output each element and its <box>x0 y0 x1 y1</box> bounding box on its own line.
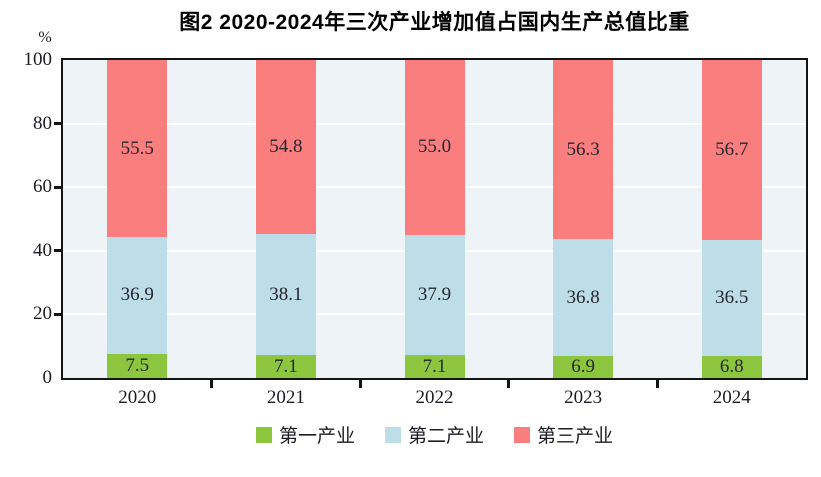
legend-swatch-secondary-industry <box>384 426 401 443</box>
x-tick-mark <box>210 380 214 388</box>
x-axis-label: 2021 <box>266 387 305 408</box>
bar-value-label: 38.1 <box>269 283 303 305</box>
bar-value-label: 7.1 <box>274 355 298 377</box>
x-axis-label: 2022 <box>415 387 454 408</box>
legend-swatch-tertiary-industry <box>514 426 530 443</box>
legend-swatch-primary-industry <box>255 426 272 443</box>
bar-group: 55.5 36.9 7.5 <box>107 60 168 378</box>
bar-value-label: 7.5 <box>125 355 150 377</box>
legend-label: 第三产业 <box>537 426 614 447</box>
bar-segment-primary-industry: 6.9 <box>553 356 614 378</box>
bar-value-label: 55.0 <box>417 136 452 158</box>
bar-segment-primary-industry: 7.1 <box>404 355 465 378</box>
y-axis-unit-label: % <box>38 29 52 46</box>
y-tick-mark <box>54 185 63 189</box>
bar-segment-tertiary-industry: 56.3 <box>553 60 614 240</box>
y-tick-mark <box>54 312 63 316</box>
y-tick-label: 40 <box>33 239 52 261</box>
bar-value-label: 36.9 <box>120 284 154 306</box>
x-tick-mark <box>655 380 659 388</box>
y-tick-label: 60 <box>33 176 52 198</box>
bar-group: 56.3 36.8 6.9 <box>553 60 614 378</box>
bar-segment-secondary-industry: 36.9 <box>107 236 168 355</box>
bar-segment-secondary-industry: 36.8 <box>553 239 614 357</box>
bar-segment-tertiary-industry: 55.5 <box>107 60 168 237</box>
bar-value-label: 6.8 <box>719 356 744 378</box>
y-tick-label: 100 <box>23 49 53 70</box>
chart-title: 图2 2020-2024年三次产业增加值占国内生产总值比重 <box>179 11 690 34</box>
legend-label: 第一产业 <box>278 426 355 447</box>
bar-value-label: 7.1 <box>422 355 447 377</box>
bar-segment-secondary-industry: 38.1 <box>255 234 316 356</box>
bar-value-label: 36.8 <box>566 286 600 308</box>
bar-segment-secondary-industry: 37.9 <box>404 234 465 356</box>
bar-group: 56.7 36.5 6.8 <box>701 60 762 378</box>
x-tick-mark <box>507 380 511 388</box>
bar-value-label: 6.9 <box>571 356 595 378</box>
y-tick-mark <box>54 249 63 253</box>
bar-segment-primary-industry: 7.1 <box>255 355 316 378</box>
x-axis-label: 2023 <box>564 387 603 408</box>
bar-value-label: 56.7 <box>715 139 749 161</box>
bar-value-label: 56.3 <box>566 138 600 160</box>
plot-area: 55.5 36.9 7.5 54.8 38.1 7.1 55.0 37.9 7.1 56.3 36.… <box>63 60 806 378</box>
legend-label: 第二产业 <box>407 426 484 447</box>
bar-segment-tertiary-industry: 55.0 <box>404 60 465 235</box>
y-tick-label: 20 <box>33 303 52 325</box>
legend: 第一产业 第二产业 第三产业 <box>63 421 806 448</box>
legend-item-tertiary-industry: 第三产业 <box>514 421 613 448</box>
bar-segment-primary-industry: 7.5 <box>107 354 168 378</box>
bar-value-label: 55.5 <box>120 137 154 159</box>
bar-value-label: 36.5 <box>715 287 749 309</box>
bar-group: 54.8 38.1 7.1 <box>255 60 316 378</box>
x-axis-label: 2020 <box>118 387 157 408</box>
bar-segment-primary-industry: 6.8 <box>701 356 762 378</box>
x-axis-label: 2024 <box>712 387 751 408</box>
bar-group: 55.0 37.9 7.1 <box>404 60 465 378</box>
bar-segment-secondary-industry: 36.5 <box>701 240 762 357</box>
y-tick-label: 0 <box>42 367 53 388</box>
bar-value-label: 37.9 <box>417 284 452 306</box>
legend-item-primary-industry: 第一产业 <box>255 421 355 448</box>
legend-item-secondary-industry: 第二产业 <box>384 421 484 448</box>
x-tick-mark <box>358 380 362 388</box>
bar-segment-tertiary-industry: 56.7 <box>701 60 762 241</box>
y-tick-mark <box>54 122 63 126</box>
bar-value-label: 54.8 <box>269 136 303 158</box>
y-tick-label: 80 <box>33 112 52 134</box>
bar-segment-tertiary-industry: 54.8 <box>255 60 316 235</box>
